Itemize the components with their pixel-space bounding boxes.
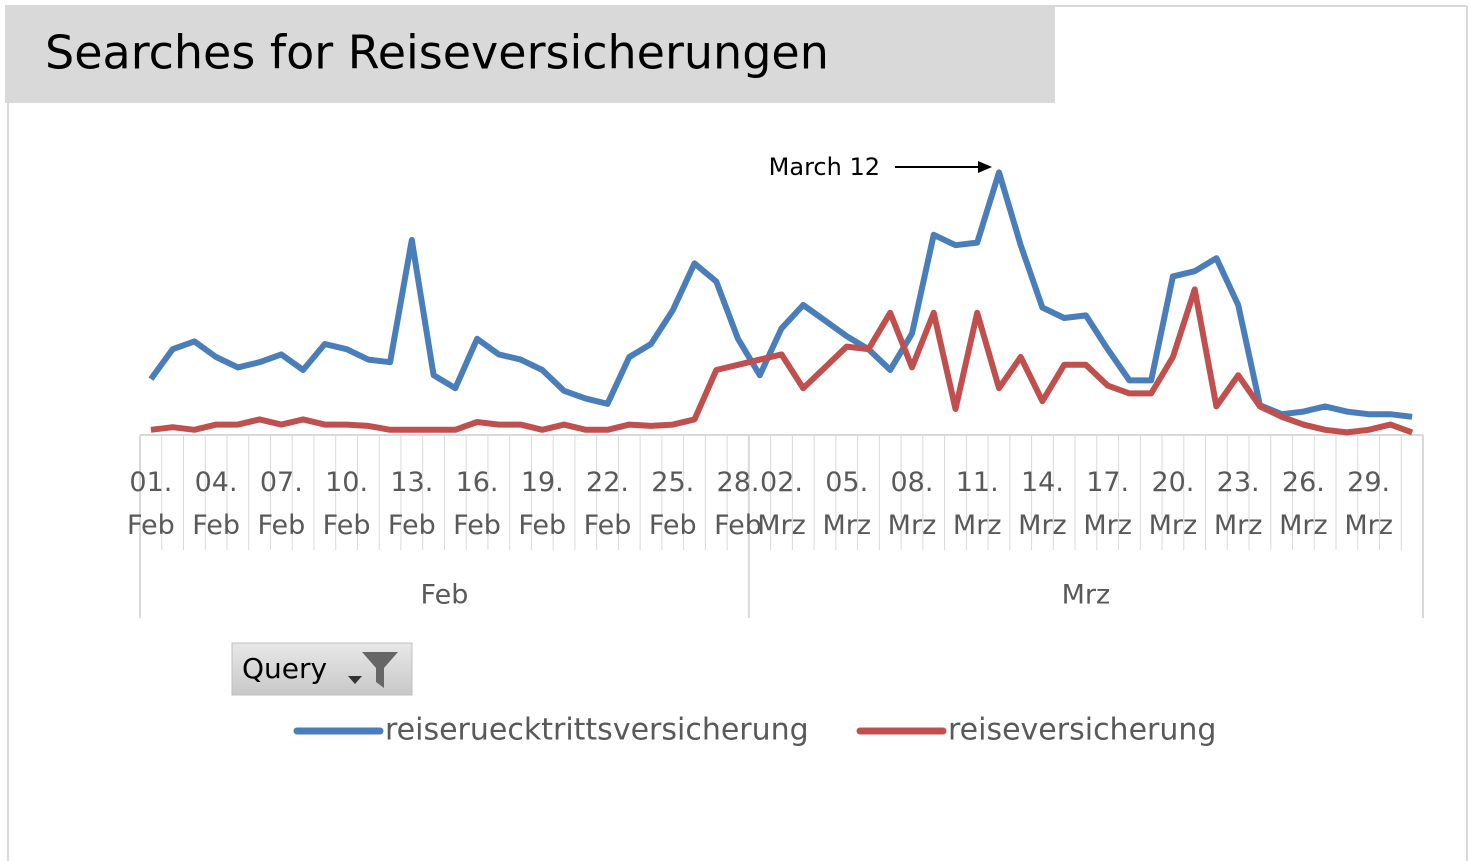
x-tick-label: 02. Mrz [757,467,806,541]
x-tick-label: 01. Feb [127,467,175,541]
title-box [5,5,1055,103]
legend-filter-button[interactable]: Query [231,642,413,696]
x-tick-label: 05. Mrz [822,467,871,541]
data-line [148,169,1413,420]
legend-label: reiseversicherung [948,713,1216,748]
legend-label: reiseruecktrittsversicherung [385,713,809,748]
x-tick-label: 19. Feb [518,467,566,541]
dropdown-icon[interactable] [348,676,362,684]
x-tick-label: 20. Mrz [1149,467,1198,541]
chart-title: Searches for Reiseversicherungen [45,26,829,80]
x-tick-label: 11. Mrz [953,467,1002,541]
x-tick-label: 23. Mrz [1214,467,1263,541]
group-label: Feb [421,580,469,611]
group-label: Mrz [1062,580,1111,611]
x-tick-label: 25. Feb [649,467,697,541]
x-tick-label: 14. Mrz [1018,467,1067,541]
annotation-arrowhead [978,161,992,173]
x-tick-label: 07. Feb [257,467,305,541]
x-tick-label: 04. Feb [192,467,240,541]
legend-title[interactable]: Query [242,652,327,685]
x-tick-label: 10. Feb [323,467,371,541]
x-tick-label: 08. Mrz [888,467,937,541]
x-tick-label: 26. Mrz [1279,467,1328,541]
x-tick-label: 16. Feb [453,467,501,541]
x-tick-label: 17. Mrz [1083,467,1132,541]
data-line [150,286,1414,436]
x-tick-label: 13. Feb [388,467,436,541]
x-tick-label: 28. Feb [714,467,762,541]
filter-icon[interactable] [362,652,398,688]
x-tick-label: 29. Mrz [1344,467,1393,541]
annotation: March 12 [769,153,880,181]
x-tick-label: 22. Feb [584,467,632,541]
